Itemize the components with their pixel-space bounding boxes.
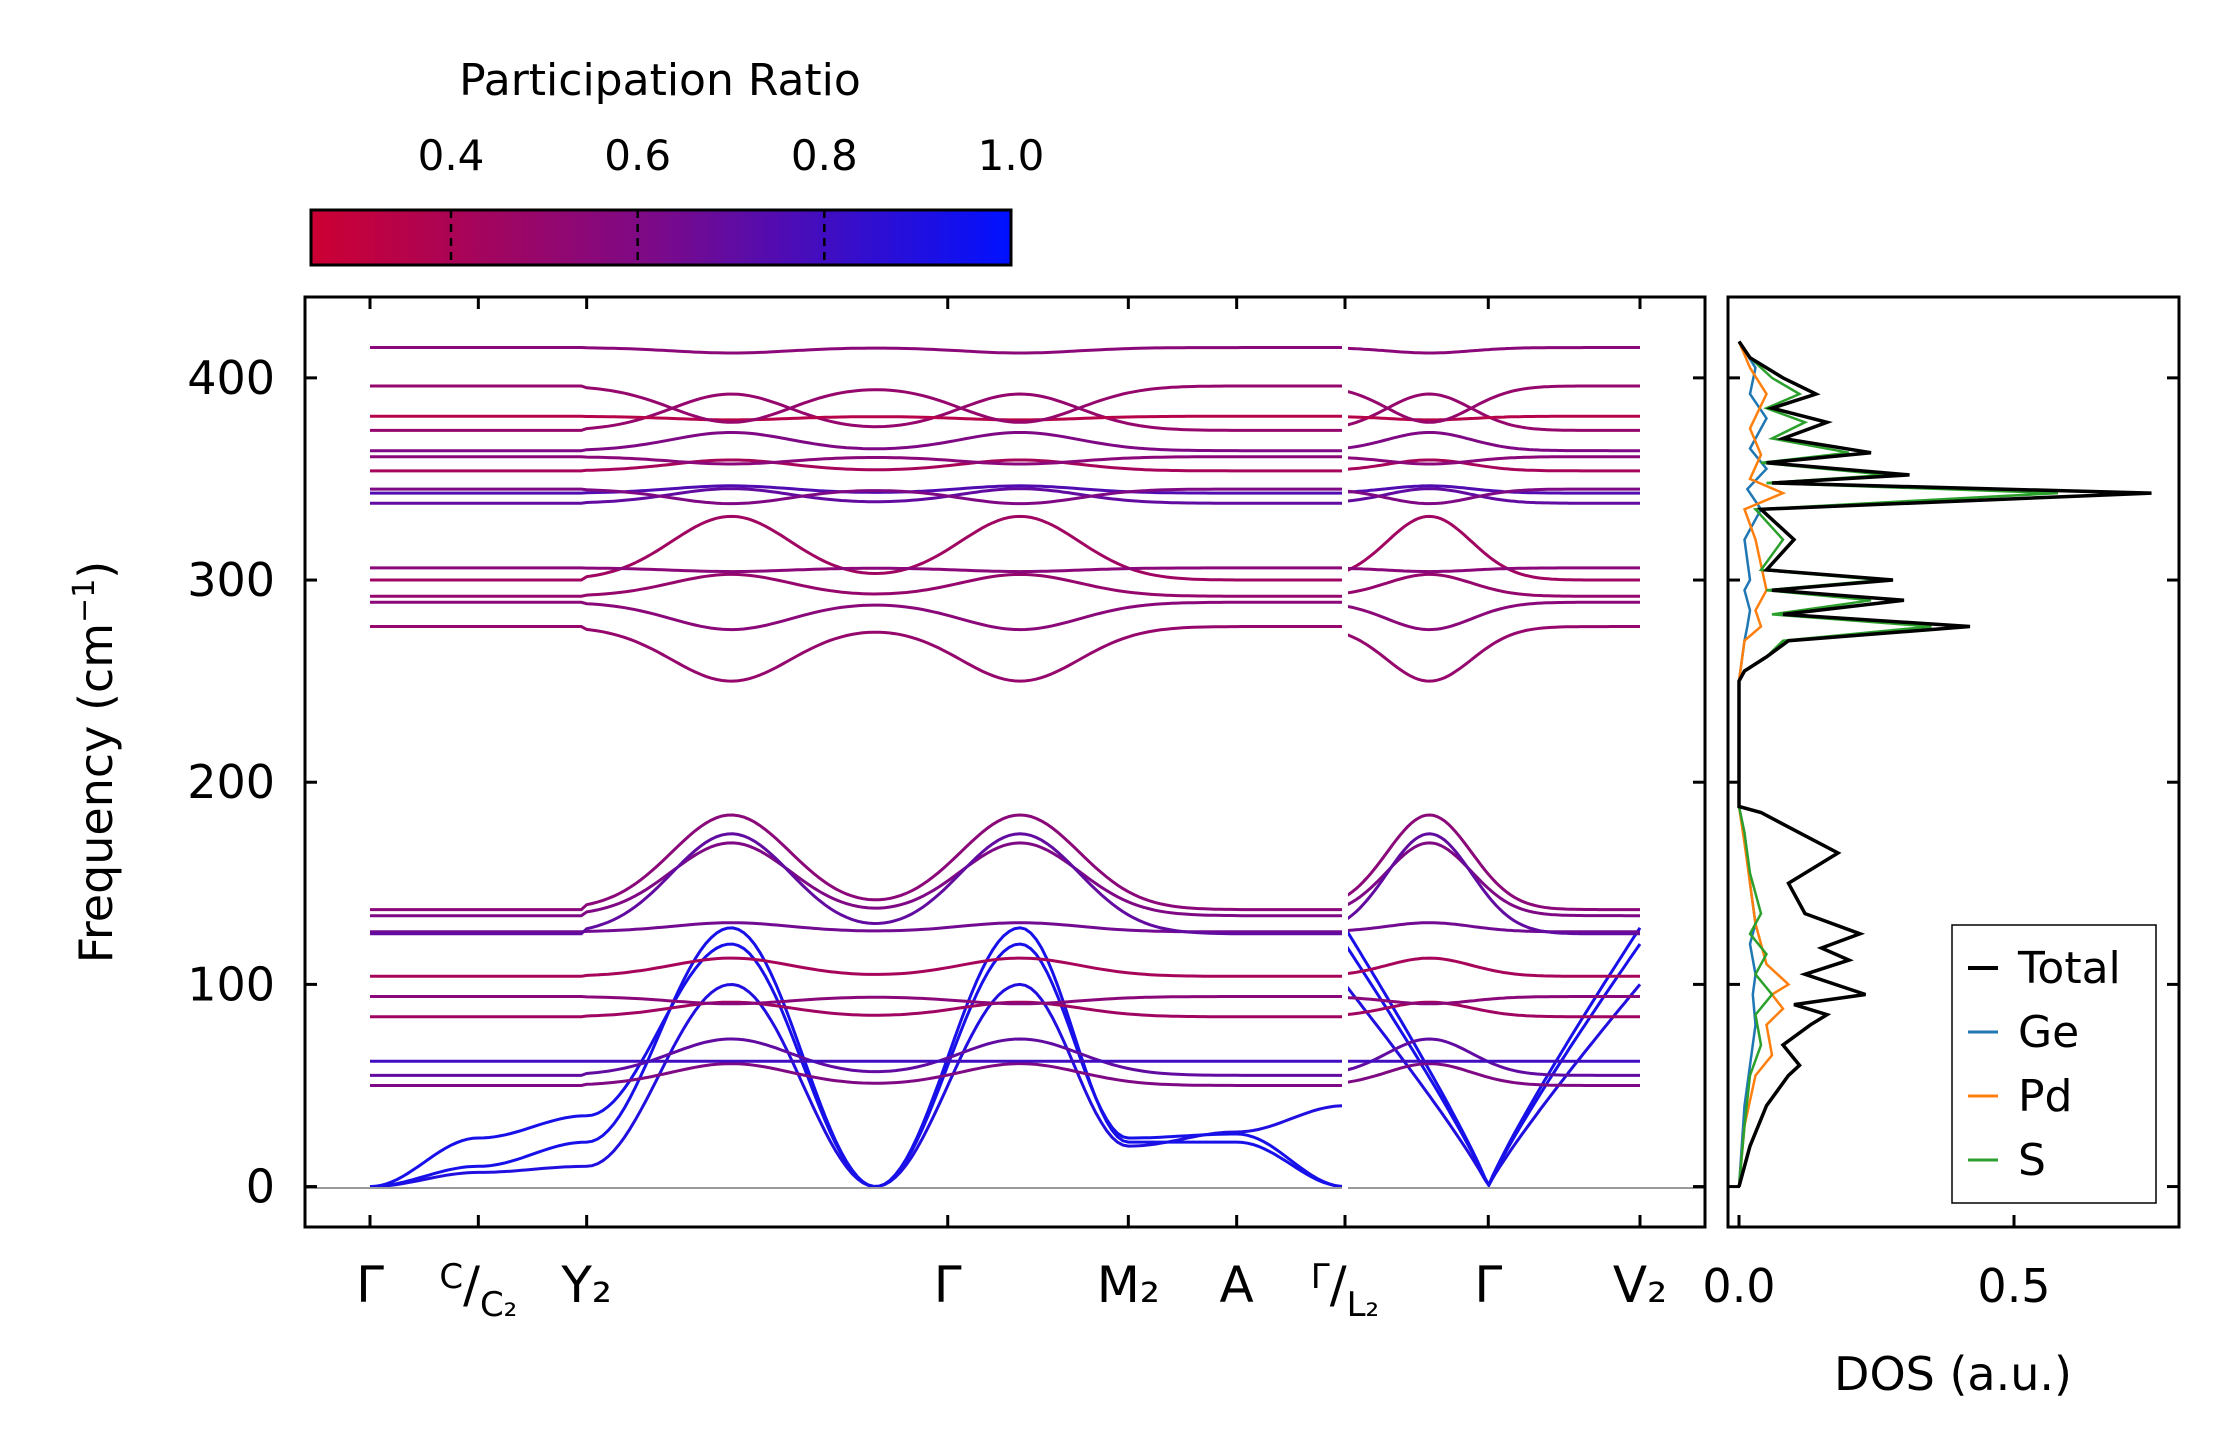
phonon-band — [370, 625, 1345, 683]
y-tick-label: 300 — [187, 553, 275, 607]
dos-x-tick-label: 0.5 — [1977, 1259, 2050, 1313]
x-tick-label: V₂ — [1613, 1256, 1667, 1314]
phonon-band — [370, 921, 1345, 934]
band-structure-panel: 0 100 200 300 400 Γ C/C₂ Y₂ Γ M₂ A Γ/L₂ Γ V₂ Frequen… — [67, 295, 1707, 1325]
dos-curve-s — [1737, 340, 2059, 1187]
phonon-band — [1345, 514, 1640, 582]
dos-curve-total — [1737, 340, 2152, 1188]
phonon-band — [1345, 487, 1640, 505]
phonon-band — [1345, 487, 1640, 506]
band-y-axis: 0 100 200 300 400 — [187, 351, 1705, 1214]
dos-curve-pd — [1737, 341, 1791, 1187]
phonon-band — [370, 1000, 1345, 1019]
legend-frame — [1951, 924, 2157, 1204]
phonon-band — [370, 566, 1345, 574]
phonon-band — [370, 414, 1345, 422]
phonon-band — [370, 841, 1345, 918]
phonon-band — [1345, 414, 1640, 422]
x-tick-label: Y₂ — [560, 1256, 612, 1314]
colorbar-tick-label: 1.0 — [978, 131, 1045, 180]
phonon-band — [1345, 392, 1640, 432]
legend-label: Ge — [2018, 1007, 2079, 1058]
phonon-band — [1345, 484, 1640, 495]
phonon-band — [370, 384, 1345, 424]
phonon-band — [1345, 995, 1640, 1006]
phonon-band — [1345, 813, 1640, 912]
x-tick-label: M₂ — [1097, 1256, 1160, 1314]
phonon-band — [370, 487, 1345, 505]
colorbar-ticks: 0.4 0.6 0.8 1.0 — [418, 131, 1045, 265]
colorbar-tick-label: 0.4 — [418, 131, 485, 180]
phonon-band — [370, 956, 1345, 978]
bands-segment-2 — [1345, 346, 1642, 1189]
phonon-band — [370, 600, 1345, 632]
phonon-band — [1345, 455, 1640, 466]
y-axis-label: Frequency (cm−1) — [67, 561, 123, 964]
colorbar-gradient — [309, 208, 1013, 267]
phonon-band — [1345, 832, 1640, 936]
dos-axes-frame — [1726, 295, 2181, 1229]
band-x-axis: Γ C/C₂ Y₂ Γ M₂ A Γ/L₂ Γ V₂ — [356, 297, 1667, 1325]
phonon-band — [370, 487, 1345, 506]
band-axes-frame — [303, 295, 1707, 1229]
phonon-band — [1345, 1000, 1640, 1019]
colorbar: Participation Ratio 0.4 0.6 0.8 1.0 — [309, 55, 1045, 267]
phonon-band — [370, 1037, 1345, 1077]
bands-segment-1 — [369, 346, 1345, 1189]
legend-label: S — [2018, 1135, 2046, 1186]
phonon-band — [1345, 600, 1640, 632]
colorbar-tick-label: 0.6 — [604, 131, 671, 180]
y-tick-label: 400 — [187, 351, 275, 405]
phonon-band — [370, 995, 1345, 1006]
dos-curve-ge — [1737, 340, 1769, 1187]
dos-curves — [1737, 340, 2152, 1188]
dos-legend: Total Ge Pd S — [1951, 924, 2157, 1204]
dos-x-tick-label: 0.0 — [1702, 1259, 1775, 1313]
phonon-band — [370, 392, 1345, 432]
phonon-band — [370, 458, 1345, 473]
phonon-band — [370, 455, 1345, 466]
phonon-band — [370, 1062, 1345, 1087]
x-tick-label: Γ — [1474, 1256, 1502, 1314]
phonon-band — [1345, 926, 1642, 1189]
phonon-band — [1345, 625, 1640, 683]
phonon-band — [369, 926, 1345, 1189]
phonon-band — [370, 572, 1345, 598]
phonon-band — [370, 514, 1345, 582]
dos-x-label: DOS (a.u.) — [1834, 1347, 2072, 1401]
phonon-band — [370, 346, 1345, 355]
colorbar-tick-label: 0.8 — [791, 131, 858, 180]
colorbar-title: Participation Ratio — [459, 55, 861, 106]
y-tick-label: 100 — [187, 957, 275, 1011]
y-tick-label: 0 — [246, 1160, 275, 1214]
phonon-band — [1345, 346, 1640, 355]
phonon-band — [370, 431, 1345, 453]
y-tick-label: 200 — [187, 755, 275, 809]
x-tick-label: Γ — [934, 1256, 962, 1314]
legend-label: Total — [2017, 943, 2121, 994]
phonon-band — [1345, 1062, 1640, 1087]
legend-label: Pd — [2018, 1071, 2072, 1122]
phonon-band — [1345, 384, 1640, 424]
phonon-band — [1345, 956, 1640, 978]
phonon-band — [1345, 921, 1640, 934]
dos-panel: 0.0 0.5 DOS (a.u.) Total Ge Pd S — [1702, 295, 2181, 1401]
phonon-band — [1345, 1037, 1640, 1077]
phonon-band — [1345, 566, 1640, 574]
x-tick-label: Γ/L₂ — [1311, 1256, 1379, 1325]
phonon-band — [370, 832, 1345, 936]
phonon-band — [370, 813, 1345, 912]
phonon-band — [1345, 431, 1640, 453]
phonon-band — [369, 942, 1345, 1189]
x-tick-label: Γ — [356, 1256, 384, 1314]
x-tick-label: A — [1220, 1256, 1254, 1314]
phonon-band — [1345, 572, 1640, 598]
dos-axis-ticks: 0.0 0.5 — [1702, 376, 2179, 1313]
x-tick-label: C/C₂ — [439, 1256, 517, 1325]
